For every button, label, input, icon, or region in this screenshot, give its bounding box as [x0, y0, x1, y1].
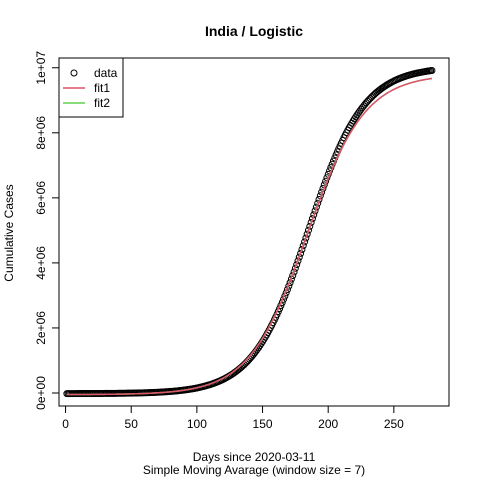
data-point — [303, 230, 311, 238]
data-point — [297, 249, 305, 257]
y-tick-label: 1e+07 — [34, 51, 48, 85]
y-axis-label: Cumulative Cases — [2, 184, 16, 281]
y-tick-label: 4e+06 — [34, 246, 48, 280]
y-tick-label: 2e+06 — [34, 311, 48, 345]
x-axis-sublabel: Simple Moving Avarage (window size = 7) — [143, 463, 365, 477]
data-point — [298, 246, 306, 254]
chart-title: India / Logistic — [205, 23, 303, 39]
x-axis-label: Days since 2020-03-11 — [193, 450, 316, 464]
x-axis: 0 50 100 150 200 250 — [62, 405, 404, 431]
y-tick-label: 0e+00 — [34, 376, 48, 410]
data-point — [328, 160, 336, 168]
y-tick-label: 6e+06 — [34, 181, 48, 215]
x-tick-label: 200 — [318, 417, 338, 431]
x-tick-label: 50 — [125, 417, 139, 431]
fit1-line — [66, 77, 433, 396]
series-layer — [63, 67, 436, 398]
x-tick-label: 0 — [62, 417, 69, 431]
x-tick-label: 150 — [253, 417, 273, 431]
legend-marker-data — [70, 69, 78, 77]
data-point — [302, 234, 310, 242]
x-tick-label: 100 — [187, 417, 207, 431]
legend-label-fit1: fit1 — [94, 81, 110, 95]
legend-label-fit2: fit2 — [94, 96, 110, 110]
data-point — [304, 226, 312, 234]
data-point — [428, 67, 436, 74]
fit2-line — [66, 77, 433, 396]
legend-label-data: data — [94, 66, 118, 80]
x-tick-label: 250 — [384, 417, 404, 431]
y-axis: 0e+00 2e+06 4e+06 6e+06 8e+06 1e+07 — [34, 51, 60, 410]
data-point — [301, 238, 309, 246]
y-tick-label: 8e+06 — [34, 116, 48, 150]
data-point — [299, 242, 307, 250]
